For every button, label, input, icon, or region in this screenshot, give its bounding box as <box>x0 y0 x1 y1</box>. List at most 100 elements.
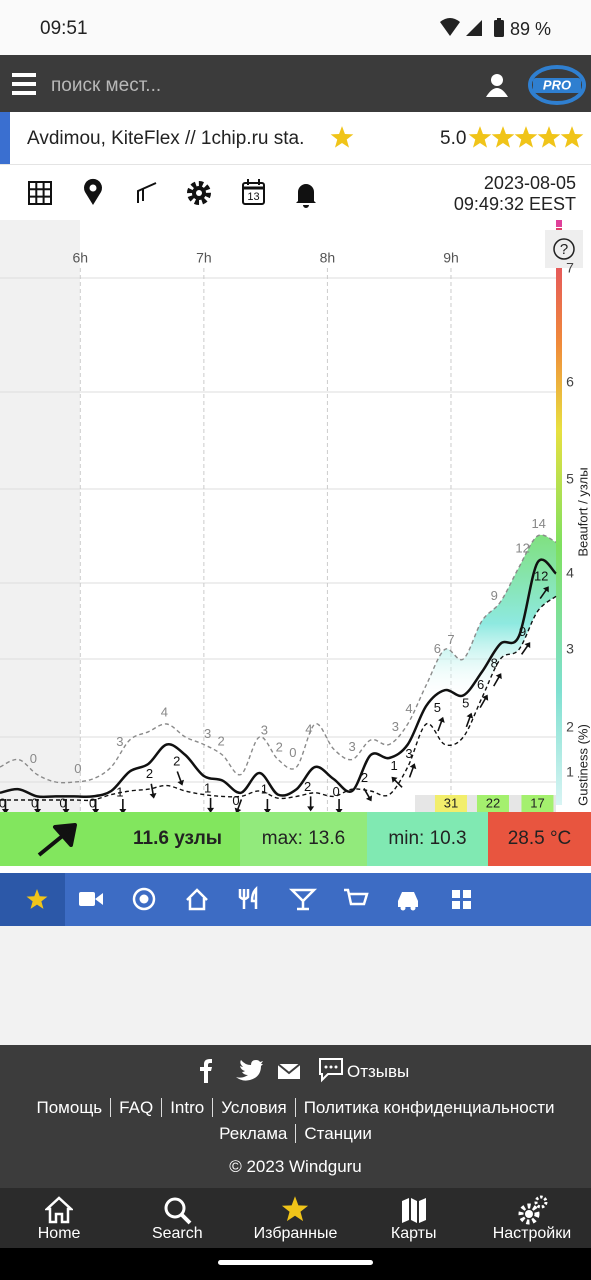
rating-value: 5.0 <box>440 128 467 149</box>
gust-label: 2 <box>276 739 283 754</box>
bar-tab[interactable] <box>288 888 318 911</box>
arrow-head <box>149 793 157 799</box>
home-icon <box>45 1196 73 1224</box>
search-input[interactable]: поиск мест... <box>51 75 162 96</box>
gustiness-label: 31 <box>444 795 458 810</box>
status-icons <box>440 18 504 37</box>
clock: 09:51 <box>40 18 88 39</box>
arrow-head <box>234 807 242 812</box>
footer: Отзывы Помощь FAQ Intro Условия Политика кон… <box>0 1045 591 1188</box>
help-button[interactable]: ? <box>545 230 583 268</box>
food-tab[interactable] <box>238 885 258 909</box>
car-tab[interactable] <box>398 892 418 911</box>
gust-label: 12 <box>515 541 529 556</box>
nav-settings[interactable]: Настройки <box>473 1188 591 1248</box>
footer-link[interactable]: Условия <box>212 1098 295 1117</box>
direction-arrow <box>391 776 403 788</box>
x-tick-label: 9h <box>443 250 459 266</box>
more-tab[interactable] <box>452 890 471 909</box>
y-tick-label: 1 <box>566 764 574 780</box>
speed-label: 5 <box>434 700 441 715</box>
rating-stars <box>468 126 584 148</box>
gust-label: 7 <box>447 632 454 647</box>
gust-label: 2 <box>218 734 225 749</box>
gust-line <box>0 534 557 784</box>
table-icon[interactable] <box>28 181 52 205</box>
nav-label: Home <box>37 1225 81 1242</box>
station-accent <box>0 112 10 164</box>
scale-marker <box>556 220 562 227</box>
footer-link[interactable]: Помощь <box>36 1098 103 1117</box>
station-name[interactable]: Avdimou, KiteFlex // 1chip.ru sta. <box>27 128 305 149</box>
home-handle[interactable] <box>218 1260 373 1265</box>
footer-link[interactable]: Реклама <box>219 1124 288 1143</box>
menu-button[interactable] <box>12 73 36 95</box>
feedback-icon[interactable] <box>318 1057 344 1083</box>
gust-label: 3 <box>204 726 211 741</box>
facebook-icon[interactable] <box>200 1059 212 1083</box>
nav-home[interactable]: Home <box>0 1188 118 1248</box>
toolbar: 13 2023-08-05 09:49:32 EEST <box>0 165 591 220</box>
empty-area <box>0 926 591 1045</box>
mail-icon[interactable] <box>277 1063 301 1079</box>
gust-label: 3 <box>261 722 268 737</box>
footer-link[interactable]: Политика конфиденциальности <box>294 1098 563 1117</box>
direction-arrow <box>34 799 42 812</box>
favorites-icon <box>282 1196 309 1222</box>
status-bar: 09:51 89 % <box>0 0 591 55</box>
help-text: ? <box>560 241 568 258</box>
gust-label: 4 <box>405 701 412 716</box>
footer-link[interactable]: Intro <box>161 1098 213 1117</box>
nav-label: Search <box>151 1225 203 1242</box>
copyright: © 2023 Windguru <box>229 1157 362 1176</box>
shop-tab[interactable] <box>344 888 369 906</box>
average-line <box>0 558 557 799</box>
arrow-head <box>177 779 184 786</box>
y-tick-label: 5 <box>566 471 574 487</box>
speed-label: 1 <box>204 780 211 795</box>
home-tab[interactable] <box>186 888 208 911</box>
y-tick-label: 7 <box>566 260 574 276</box>
arrow-head <box>524 642 531 649</box>
calendar-icon[interactable]: 13 <box>242 179 265 205</box>
speed-label: 12 <box>534 568 548 583</box>
pro-badge[interactable]: PRO <box>527 64 587 106</box>
speed-label: 2 <box>146 766 153 781</box>
graph-icon[interactable] <box>137 182 157 203</box>
y2-axis-title: Gustiness (%) <box>575 724 590 806</box>
location-icon[interactable] <box>84 178 102 205</box>
maps-icon <box>401 1198 426 1223</box>
favorite-star[interactable] <box>329 125 355 151</box>
webcam-tab[interactable] <box>79 892 103 906</box>
gust-label: 0 <box>74 761 81 776</box>
date: 2023-08-05 <box>483 173 576 193</box>
nav-maps[interactable]: Карты <box>355 1188 473 1248</box>
footer-link[interactable]: FAQ <box>110 1098 162 1117</box>
time: 09:49:32 EEST <box>453 194 576 214</box>
speed-label: 1 <box>391 758 398 773</box>
alert-icon[interactable] <box>296 184 316 208</box>
direction-arrow <box>335 799 343 812</box>
nav-favorites[interactable]: Избранные <box>236 1188 354 1248</box>
arrow-head <box>409 763 417 770</box>
system-nav <box>0 1248 591 1280</box>
feedback-link[interactable]: Отзывы <box>347 1062 410 1081</box>
stations-tab[interactable] <box>132 887 156 911</box>
gust-label: 14 <box>531 516 545 531</box>
gust-label: 3 <box>349 739 356 754</box>
arrow-head <box>466 712 474 719</box>
user-button[interactable] <box>485 73 509 97</box>
direction-cell <box>0 812 115 866</box>
footer-link[interactable]: Станции <box>295 1124 380 1143</box>
min-cell: min: 10.3 <box>367 812 488 866</box>
twitter-icon[interactable] <box>236 1060 263 1081</box>
battery-level: 89 % <box>510 19 552 39</box>
speed-label: 1 <box>116 785 123 800</box>
bottom-nav: Home Search Избранные Карты Настройки <box>0 1188 591 1248</box>
pro-text: PRO <box>543 77 571 92</box>
settings-icon[interactable] <box>187 181 211 205</box>
gust-label: 0 <box>289 745 296 760</box>
nav-search[interactable]: Search <box>118 1188 236 1248</box>
speed-label: 1 <box>261 782 268 797</box>
